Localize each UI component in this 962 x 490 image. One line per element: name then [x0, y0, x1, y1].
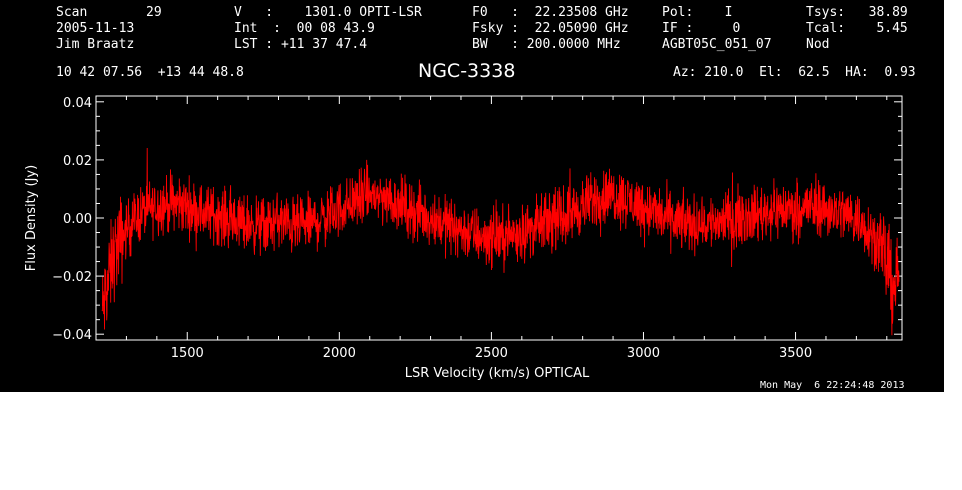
y-tick-label: 0.00 [63, 212, 92, 227]
y-tick-label: −0.02 [52, 270, 92, 285]
bandwidth-line: BW : 200.0000 MHz [472, 37, 621, 52]
tcal-line: Tcal: 5.45 [806, 21, 908, 36]
source-name: NGC-3338 [418, 60, 516, 82]
y-tick-label: 0.04 [63, 96, 92, 111]
y-tick-label: −0.04 [52, 328, 92, 343]
x-tick-label: 2000 [323, 346, 356, 361]
y-axis-label: Flux Density (Jy) [24, 165, 39, 271]
axes [95, 95, 903, 341]
x-tick-label: 3000 [627, 346, 660, 361]
scan-label: Scan [56, 5, 88, 20]
if-line: IF : 0 [662, 21, 741, 36]
lst-line: LST : +11 37 47.4 [234, 37, 368, 52]
axis-text: LSR Velocity (km/s) OPTICAL Flux Density… [24, 96, 812, 381]
plot-timestamp: Mon May 6 22:24:48 2013 [760, 380, 905, 391]
sky-frequency-line: Fsky : 22.05090 GHz [472, 21, 629, 36]
y-tick-label: 0.02 [63, 154, 92, 169]
x-tick-label: 3500 [779, 346, 812, 361]
observation-date: 2005-11-13 [56, 21, 135, 36]
integration-line: Int : 00 08 43.9 [234, 21, 375, 36]
polarization-line: Pol: I [662, 5, 733, 20]
az-el-ha-line: Az: 210.0 El: 62.5 HA: 0.93 [673, 65, 916, 80]
source-coordinates: 10 42 07.56 +13 44 48.8 [56, 65, 244, 80]
observing-mode: Nod [806, 37, 830, 52]
x-tick-label: 2500 [475, 346, 508, 361]
observer-name: Jim Braatz [56, 37, 135, 52]
scan-number: 29 [146, 5, 162, 20]
rest-frequency-line: F0 : 22.23508 GHz [472, 5, 629, 20]
spectrum-line [101, 147, 900, 336]
series-layer [101, 147, 900, 336]
velocity-line: V : 1301.0 OPTI-LSR [234, 5, 422, 20]
x-tick-label: 1500 [171, 346, 204, 361]
x-axis-label: LSR Velocity (km/s) OPTICAL [405, 366, 590, 381]
project-id: AGBT05C_051_07 [662, 37, 772, 52]
tsys-line: Tsys: 38.89 [806, 5, 908, 20]
